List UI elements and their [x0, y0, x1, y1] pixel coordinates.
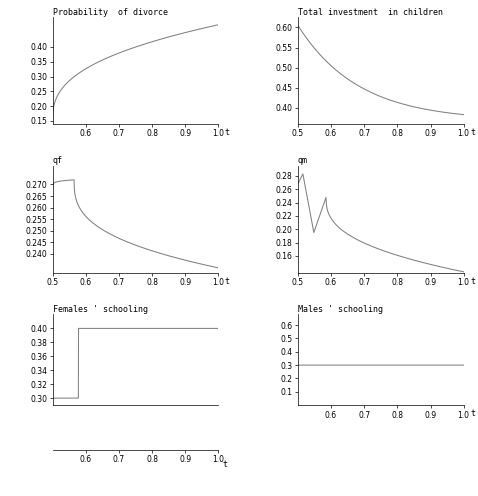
- Text: t: t: [470, 277, 475, 286]
- Text: Males ' schooling: Males ' schooling: [298, 305, 383, 313]
- Text: t: t: [225, 128, 230, 137]
- Text: qf: qf: [53, 156, 63, 165]
- Text: Females ' schooling: Females ' schooling: [53, 305, 148, 313]
- Text: Probability  of divorce: Probability of divorce: [53, 7, 168, 16]
- Text: t: t: [225, 277, 230, 286]
- X-axis label: t: t: [222, 459, 228, 469]
- Text: qm: qm: [298, 156, 308, 165]
- Text: t: t: [470, 409, 475, 418]
- Text: t: t: [470, 128, 475, 137]
- Text: Total investment  in children: Total investment in children: [298, 7, 443, 16]
